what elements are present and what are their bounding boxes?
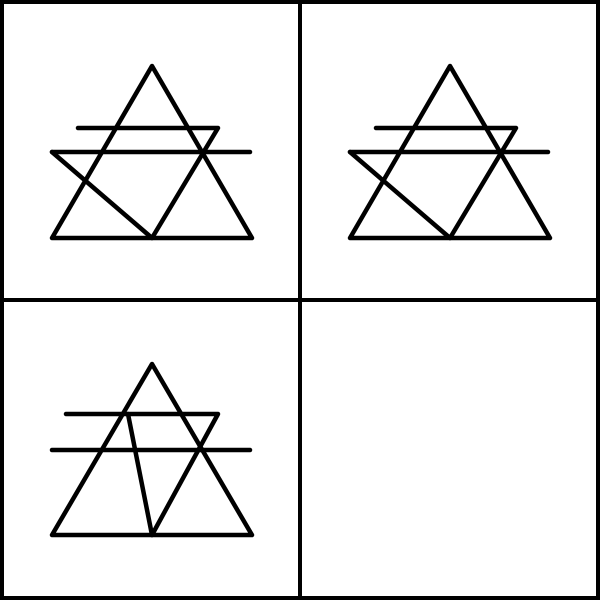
panel-figure-left-diagonal — [49, 149, 155, 241]
panel-top-left — [49, 63, 255, 241]
panel-bottom-left — [49, 361, 255, 538]
panel-figure-left-diagonal — [347, 149, 453, 241]
panel-figure-upper-bar-with-diagonal — [63, 411, 221, 538]
panel-figure-upper-bar-with-diagonal — [373, 125, 519, 241]
panel-top-right — [347, 63, 553, 241]
panel-figure-upper-bar-with-diagonal — [75, 125, 221, 241]
panel-figure-slanted-segment — [125, 411, 155, 538]
